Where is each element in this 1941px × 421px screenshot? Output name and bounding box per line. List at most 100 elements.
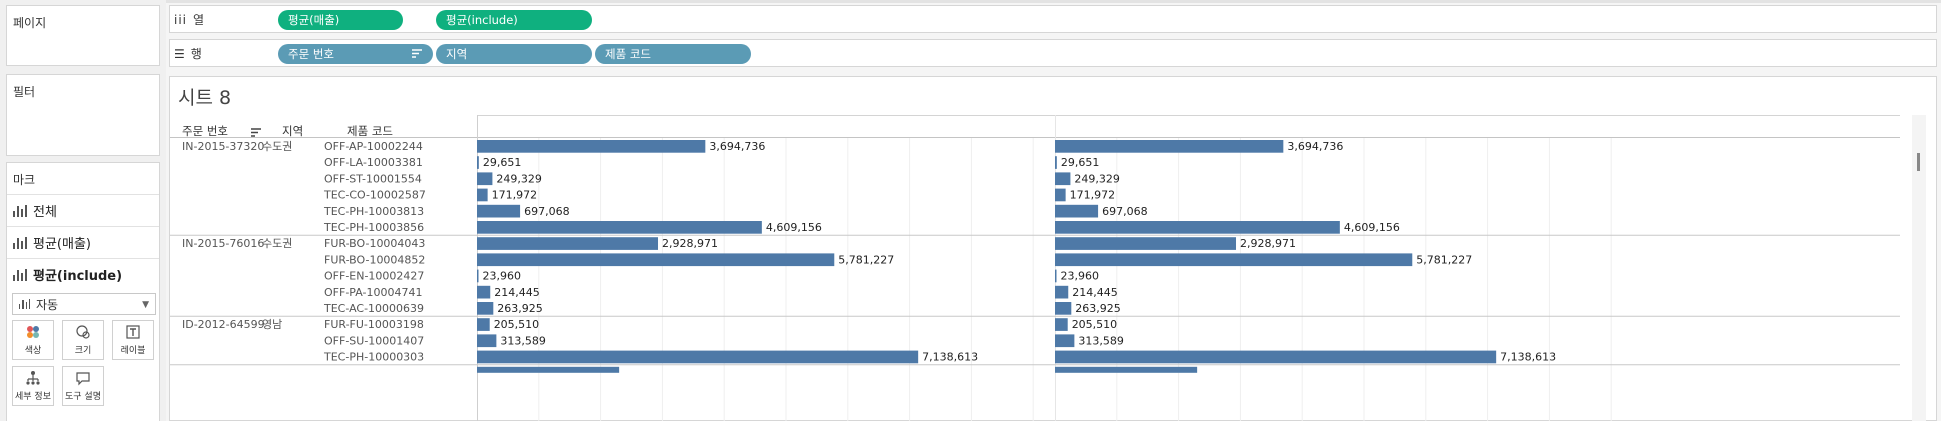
pill-label: 제품 코드 bbox=[605, 47, 651, 61]
bar bbox=[1055, 366, 1198, 373]
detail-button[interactable]: 세부 정보 bbox=[12, 366, 54, 406]
bar bbox=[477, 188, 488, 202]
columns-shelf[interactable]: iii 열 평균(매출) 평균(include) bbox=[169, 5, 1937, 33]
header-product-code[interactable]: 제품 코드 bbox=[347, 124, 393, 138]
bar bbox=[1055, 221, 1340, 234]
bar bbox=[1055, 350, 1497, 364]
size-button-label: 크기 bbox=[74, 346, 92, 356]
marks-row-all[interactable]: 전체 bbox=[7, 194, 159, 226]
bar-chart-icon bbox=[13, 268, 27, 281]
scrollbar-thumb[interactable] bbox=[1917, 153, 1920, 171]
region-label: 영남 bbox=[262, 318, 282, 331]
bar-value-label: 171,972 bbox=[1070, 189, 1116, 202]
color-button[interactable]: 색상 bbox=[12, 320, 54, 360]
product-code-label: FUR-BO-10004043 bbox=[324, 237, 425, 250]
bar-value-label: 205,510 bbox=[494, 318, 540, 331]
bar-value-label: 4,609,156 bbox=[1344, 221, 1400, 234]
bar bbox=[477, 302, 494, 315]
filters-label: 필터 bbox=[13, 85, 36, 99]
worksheet: 시트 8 주문 번호 지역 제품 코드 IN-2015-37320 수도권 OFF-… bbox=[169, 76, 1937, 421]
bar bbox=[1055, 140, 1284, 153]
marks-row-avg-sales[interactable]: 평균(매출) bbox=[7, 226, 159, 258]
bar-value-label: 313,589 bbox=[500, 334, 545, 347]
product-code-label: OFF-AP-10002244 bbox=[324, 140, 423, 153]
order-number-label: IN-2015-76016 bbox=[182, 237, 264, 250]
bar bbox=[477, 334, 497, 348]
order-number-label: IN-2015-37320 bbox=[182, 140, 264, 153]
pages-card[interactable]: 페이지 bbox=[6, 5, 160, 66]
bar bbox=[1055, 285, 1069, 299]
sheet-title: 시트 8 bbox=[178, 87, 232, 109]
pages-label: 페이지 bbox=[13, 16, 47, 30]
detail-hierarchy-icon bbox=[25, 370, 41, 386]
bar-value-label: 263,925 bbox=[497, 302, 542, 315]
bar-value-label: 263,925 bbox=[1075, 302, 1121, 315]
rows-shelf[interactable]: ☰ 행 주문 번호 지역 제품 코드 bbox=[169, 39, 1937, 67]
tooltip-button[interactable]: 도구 설명 bbox=[62, 366, 104, 406]
product-code-label: TEC-AC-10000639 bbox=[323, 302, 424, 315]
bar-chart-icon bbox=[13, 204, 27, 217]
bar bbox=[477, 156, 479, 169]
bar-value-label: 3,694,736 bbox=[709, 140, 765, 153]
bar-value-label: 2,928,971 bbox=[662, 237, 718, 250]
sort-descending-icon[interactable] bbox=[250, 123, 262, 142]
columns-icon: iii bbox=[174, 12, 188, 27]
header-region[interactable]: 지역 bbox=[282, 124, 304, 138]
size-icon bbox=[75, 324, 91, 340]
pill-avg-sales[interactable]: 평균(매출) bbox=[278, 10, 403, 30]
bar bbox=[1055, 188, 1066, 202]
bar-value-label: 7,138,613 bbox=[1500, 351, 1556, 364]
size-button[interactable]: 크기 bbox=[62, 320, 104, 360]
rows-icon: ☰ bbox=[174, 46, 185, 61]
rows-label: 행 bbox=[190, 47, 202, 61]
bar bbox=[477, 350, 919, 364]
bar-chart-icon bbox=[13, 236, 27, 249]
bar bbox=[477, 269, 479, 283]
tooltip-icon bbox=[75, 370, 91, 386]
bar-value-label: 23,960 bbox=[483, 270, 522, 283]
region-label: 수도권 bbox=[262, 140, 292, 153]
bar bbox=[1055, 237, 1237, 250]
bar bbox=[477, 172, 493, 186]
pill-avg-include[interactable]: 평균(include) bbox=[436, 10, 592, 30]
pill-product-code[interactable]: 제품 코드 bbox=[595, 44, 751, 64]
bar bbox=[477, 318, 490, 331]
bar bbox=[477, 285, 491, 299]
mark-type-dropdown[interactable]: 자동 ▼ bbox=[12, 293, 156, 315]
marks-row-label: 전체 bbox=[33, 205, 57, 220]
filters-card[interactable]: 필터 bbox=[6, 74, 160, 156]
bar bbox=[1055, 172, 1071, 186]
header-order-number[interactable]: 주문 번호 bbox=[182, 124, 228, 138]
bar-value-label: 249,329 bbox=[496, 172, 542, 185]
pill-label: 지역 bbox=[446, 47, 468, 61]
marks-row-avg-include[interactable]: 평균(include) bbox=[7, 258, 159, 290]
color-palette-icon bbox=[25, 324, 41, 340]
header-divider bbox=[170, 137, 1900, 138]
mark-type-value: 자동 bbox=[36, 297, 59, 312]
bar-value-label: 697,068 bbox=[524, 205, 570, 218]
pill-region[interactable]: 지역 bbox=[436, 44, 592, 64]
vertical-scrollbar[interactable] bbox=[1912, 115, 1926, 421]
columns-shelf-label-group: iii 열 bbox=[174, 11, 254, 28]
product-code-label: TEC-CO-10002587 bbox=[323, 189, 426, 202]
bar bbox=[1055, 269, 1057, 283]
marks-row-label: 평균(include) bbox=[33, 269, 123, 284]
bar bbox=[477, 221, 762, 234]
left-panel: 페이지 필터 마크 전체 평균(매출) 평균(include) 자동 ▼ bbox=[0, 0, 166, 421]
bar-value-label: 7,138,613 bbox=[922, 351, 978, 364]
bar bbox=[1055, 156, 1057, 169]
bar-value-label: 5,781,227 bbox=[838, 253, 894, 266]
sort-descending-icon[interactable] bbox=[411, 48, 423, 62]
label-button[interactable]: 레이블 bbox=[112, 320, 154, 360]
product-code-label: OFF-ST-10001554 bbox=[324, 172, 422, 185]
text-label-icon bbox=[125, 324, 141, 340]
product-code-label: OFF-PA-10004741 bbox=[324, 286, 422, 299]
marks-label: 마크 bbox=[13, 173, 36, 187]
bar bbox=[1055, 302, 1072, 315]
bar-value-label: 2,928,971 bbox=[1240, 237, 1296, 250]
pill-label: 주문 번호 bbox=[288, 47, 334, 61]
bar bbox=[477, 204, 521, 218]
pill-order-number[interactable]: 주문 번호 bbox=[278, 44, 433, 64]
bar-value-label: 214,445 bbox=[494, 286, 539, 299]
pane-top-border bbox=[477, 115, 1900, 116]
